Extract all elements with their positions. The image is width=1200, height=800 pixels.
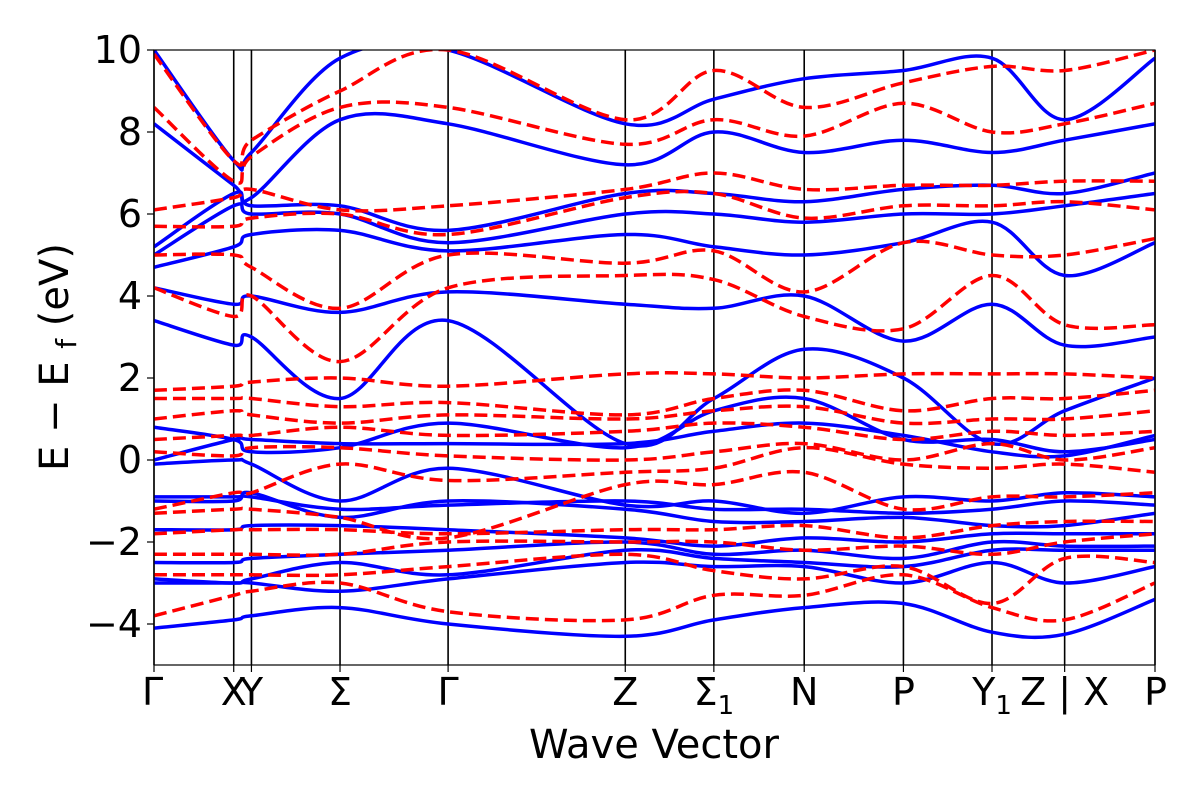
y-tick-label: 4: [118, 274, 142, 318]
y-axis-label: E − E f (eV): [32, 243, 86, 471]
x-tick-label: Y: [239, 670, 264, 714]
solid-band: [154, 219, 1155, 278]
dashed-band: [154, 421, 1155, 442]
x-tick-label: Γ: [438, 670, 459, 714]
plot-background: [154, 50, 1155, 665]
x-tick-label: Z | X: [1020, 670, 1109, 715]
dashed-band: [154, 552, 1155, 606]
plot-frame: [153, 49, 1156, 666]
dashed-band: [154, 100, 1155, 185]
solid-band: [154, 111, 1155, 204]
x-tick-label: Σ: [328, 670, 352, 714]
y-tick-label: 6: [118, 192, 142, 236]
dashed-band: [154, 404, 1155, 426]
dashed-band: [154, 171, 1155, 213]
x-tick-label: Z: [612, 670, 638, 714]
solid-band: [154, 494, 1155, 516]
y-tick-label: −2: [86, 520, 142, 564]
x-tick-label: Σ1: [694, 670, 735, 721]
dashed-band: [154, 445, 1155, 511]
solid-band: [154, 547, 1155, 585]
y-tick-label: 8: [118, 110, 142, 154]
solid-band: [154, 171, 1155, 249]
dashed-band: [154, 189, 1155, 237]
dashed-band: [154, 272, 1155, 364]
dashed-band: [154, 469, 1155, 541]
x-axis-ticks: Γ XY Σ Γ Z Σ1 N P Y1 Z | X P: [142, 665, 1167, 721]
y-tick-label: −4: [86, 602, 142, 646]
x-tick-label: P: [1144, 670, 1167, 714]
dashed-band: [154, 371, 1155, 393]
dashed-band: [154, 532, 1155, 557]
x-tick-label: Γ: [142, 670, 163, 714]
x-axis-label: Wave Vector: [529, 722, 780, 768]
x-tick-label: P: [892, 670, 915, 714]
solid-band: [154, 191, 1155, 257]
solid-band: [154, 539, 1155, 565]
x-tick-label: X: [221, 670, 247, 714]
x-tick-label: Y1: [971, 670, 1012, 721]
y-axis-ticks: −4 −2 0 2 4 6 8 10: [86, 28, 154, 646]
dashed-band: [154, 236, 1155, 311]
y-axis-label-main: E − E: [32, 361, 78, 471]
solid-band: [154, 523, 1155, 548]
y-tick-label: 10: [94, 28, 142, 72]
dashed-band: [154, 50, 1155, 167]
solid-band: [154, 560, 1155, 593]
solid-band: [154, 597, 1155, 640]
bands-layer: [154, 50, 1155, 640]
solid-band: [154, 457, 1155, 516]
dashed-band-series: [154, 50, 1155, 623]
dashed-band: [154, 519, 1155, 540]
x-tick-label: N: [790, 670, 818, 714]
dashed-band: [154, 388, 1155, 417]
dashed-band: [154, 573, 1155, 623]
dashed-band: [154, 441, 1155, 462]
y-axis-label-unit: (eV): [32, 243, 78, 326]
solid-band: [154, 50, 1155, 172]
y-tick-label: 0: [118, 438, 142, 482]
y-axis-label-sub: f: [50, 338, 83, 349]
y-tick-label: 2: [118, 356, 142, 400]
